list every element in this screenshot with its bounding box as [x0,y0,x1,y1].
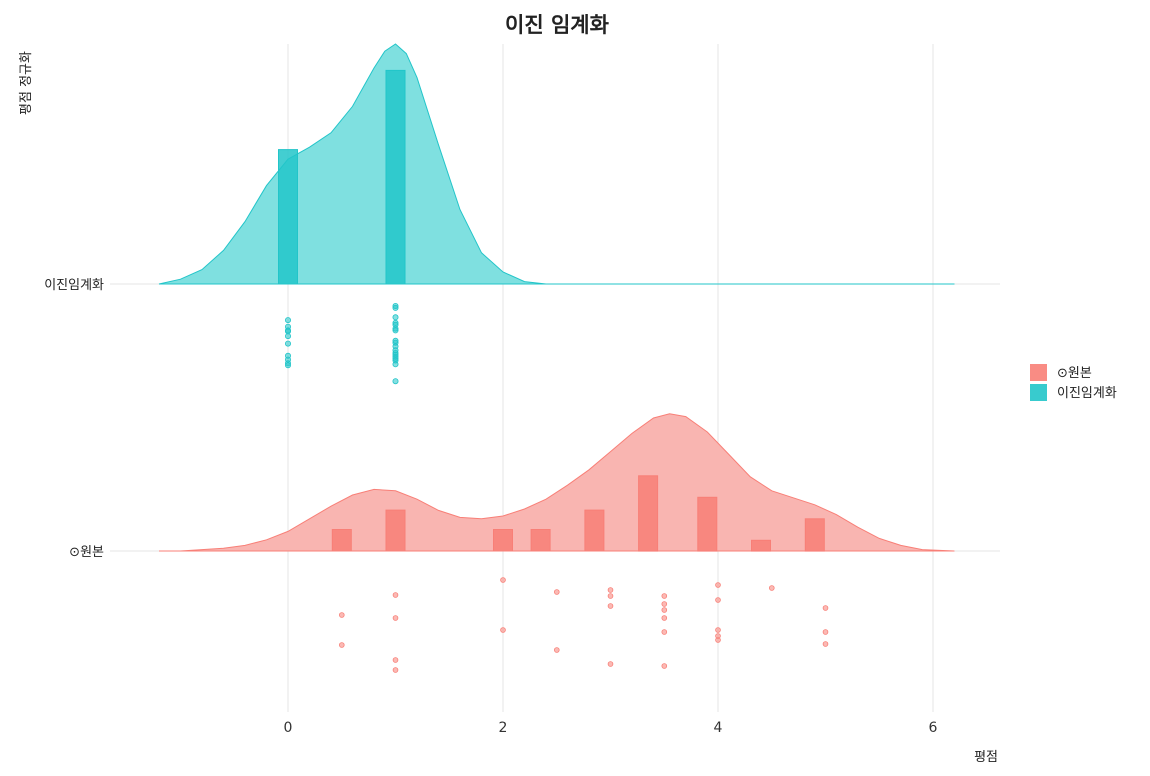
rain-point [338,612,345,618]
rain-point [661,593,668,599]
density-ridge [158,43,955,285]
histogram-bar [530,529,551,552]
rain-point [607,603,614,609]
rain-point [822,629,829,635]
rain-point [284,362,291,369]
histogram-bar [804,518,825,552]
rain-point [392,361,399,368]
category-labels: 이진임계화 ⊙원본 [44,278,104,560]
x-tick-label-4: 4 [714,720,723,736]
histogram-bar [385,509,406,552]
histogram-bar [493,529,513,552]
rain-point [661,615,668,621]
histogram-bar [385,69,406,285]
x-tick-labels: 0 2 4 6 [284,720,938,736]
rain-point [392,378,399,385]
rain-point [661,663,668,669]
rain-point [284,333,291,340]
legend-label-1: 이진임계화 [1057,386,1117,401]
rain-point [768,585,775,591]
grid-lines [110,44,1000,712]
rain-point [661,629,668,635]
x-tick-label-0: 0 [284,720,293,736]
histogram-bar [331,529,352,552]
histogram-bar [697,496,718,552]
rain-point [661,607,668,613]
rain-point [392,615,399,621]
y-axis-label: 평점 정규화 [19,51,34,115]
rain-point [392,314,399,321]
rain-point [822,605,829,611]
rain-point [392,657,399,663]
rain-point [607,587,614,593]
histogram-bar [751,539,771,552]
rain-point [661,601,668,607]
rain-point [715,582,721,588]
legend-key-0 [1030,364,1047,381]
legend-key-1 [1030,384,1047,401]
x-tick-label-6: 6 [929,720,938,736]
histogram-bar [584,509,605,552]
rain-point [715,637,721,643]
plot-area [158,43,955,673]
rain-point [392,667,399,673]
rain-point [553,589,560,595]
rain-point [392,327,399,334]
legend-label-0: ⊙원본 [1057,366,1092,381]
rain-point [392,304,399,311]
rain-point [500,627,506,633]
x-axis-label: 평점 [974,750,998,765]
series-original [159,413,955,673]
rain-point [284,340,291,347]
rain-point [607,661,614,667]
density-ridge [159,413,955,552]
category-label-0: 이진임계화 [44,278,104,293]
category-label-1: ⊙원본 [69,545,104,560]
histogram-bar [638,475,659,552]
rain-point [284,317,291,324]
rain-point [553,647,560,653]
rain-point [607,593,614,599]
rain-point [822,641,829,647]
rain-point [715,627,721,633]
histogram-bar [278,149,298,285]
chart-title: 이진 임계화 [505,13,610,37]
rain-point [500,577,506,583]
x-tick-label-2: 2 [499,720,508,736]
rain-point [715,597,721,603]
rain-point [392,592,399,598]
rain-point [338,642,345,648]
series-binary-threshold [158,43,955,385]
